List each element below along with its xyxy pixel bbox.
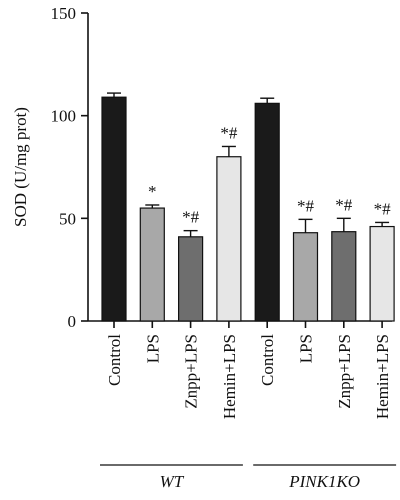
- bar: [292, 232, 319, 322]
- y-tick-label: 100: [51, 107, 77, 126]
- bar: [178, 236, 204, 322]
- x-tick-label: LPS: [143, 334, 162, 363]
- axes: 0 50 100 150: [51, 4, 392, 331]
- bars: [101, 92, 395, 322]
- significance-label: *#: [182, 208, 200, 227]
- x-tick-label: Control: [105, 334, 124, 386]
- group-label: PINK1KO: [288, 472, 360, 491]
- x-tick-label: Control: [258, 334, 277, 386]
- significance-label: *#: [374, 199, 392, 218]
- bar: [254, 102, 280, 322]
- x-tick-label: LPS: [297, 334, 316, 363]
- bar: [216, 156, 242, 322]
- y-tick-label: 150: [51, 4, 77, 23]
- y-tick-label: 0: [68, 312, 77, 331]
- significance-label: *: [148, 182, 157, 201]
- x-tick-label: Hemin+LPS: [373, 334, 392, 419]
- x-tick-label: Znpp+LPS: [335, 334, 354, 409]
- x-tick-label: Hemin+LPS: [220, 334, 239, 419]
- x-tick-label: Znpp+LPS: [182, 334, 201, 409]
- bar: [139, 207, 165, 322]
- y-axis-title: SOD (U/mg prot): [11, 107, 30, 227]
- bar: [101, 96, 127, 322]
- significance-label: *#: [220, 123, 238, 142]
- group-label: WT: [160, 472, 185, 491]
- bar: [369, 225, 395, 322]
- bar: [331, 231, 357, 322]
- y-tick-label: 50: [59, 209, 76, 228]
- significance-label: *#: [297, 196, 315, 215]
- labels: Control * LPS *# Znpp+LPS *# Hemin+LPS Control *…: [100, 123, 397, 491]
- significance-label: *#: [335, 195, 353, 214]
